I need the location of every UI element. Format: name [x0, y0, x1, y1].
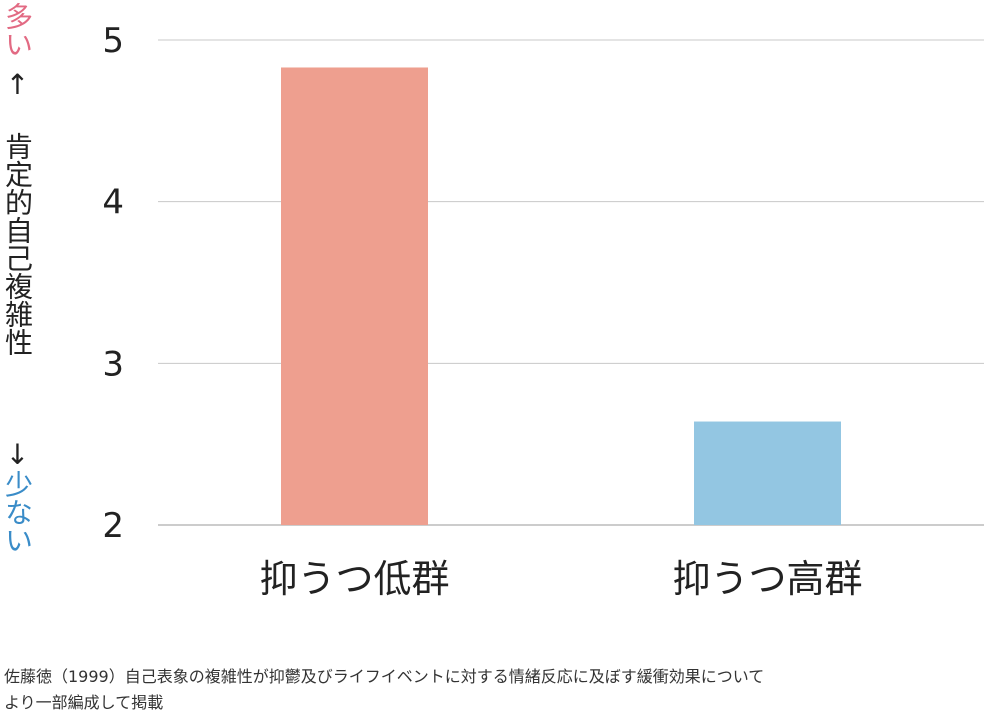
y-tick-label: 3: [102, 344, 124, 384]
y-axis-less-label: 少ない: [1, 470, 34, 554]
source-caption: 佐藤徳（1999）自己表象の複雑性が抑鬱及びライフイベントに対する情緒反応に及ぼ…: [4, 664, 980, 716]
arrow-down-icon: ↓: [1, 438, 34, 471]
arrow-up-icon: ↑: [1, 68, 34, 101]
x-category-label: 抑うつ低群: [259, 557, 449, 601]
bar: [694, 421, 841, 525]
y-tick-label: 5: [102, 21, 124, 61]
y-tick-label: 4: [102, 183, 124, 223]
y-axis-title: 肯定的自己複雑性: [1, 132, 34, 356]
bar: [281, 67, 428, 525]
caption-line-2: より一部編成して掲載: [4, 693, 164, 712]
caption-line-1: 佐藤徳（1999）自己表象の複雑性が抑鬱及びライフイベントに対する情緒反応に及ぼ…: [4, 667, 765, 686]
x-category-label: 抑うつ高群: [672, 557, 862, 601]
bar-chart: 2 3 4 5 抑うつ低群 抑うつ高群: [102, 21, 984, 601]
y-axis-more-label: 多い: [1, 2, 34, 58]
y-tick-label: 2: [102, 506, 124, 546]
y-axis-label: 多い ↑ 肯定的自己複雑性 ↓ 少ない: [0, 0, 36, 600]
